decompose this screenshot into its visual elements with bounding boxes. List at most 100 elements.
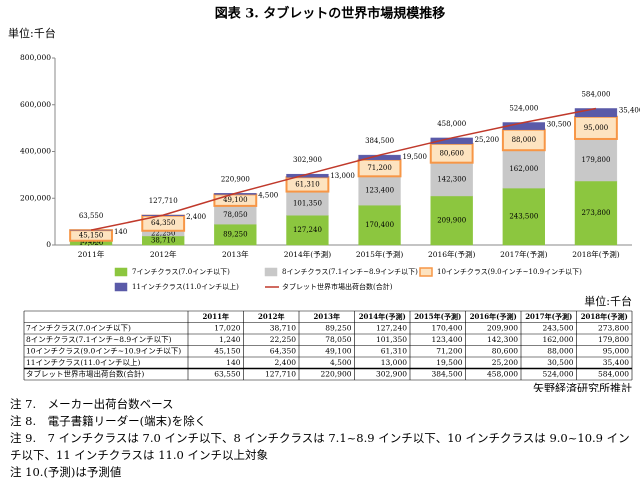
bar-segment <box>502 149 545 189</box>
table-cell: 123,400 <box>431 335 462 344</box>
x-tick-label: 2015年(予測) <box>356 249 404 259</box>
value-label: 4,500 <box>258 191 278 199</box>
total-label: 458,000 <box>437 120 466 128</box>
value-label: 45,150 <box>79 231 104 239</box>
table-cell: 64,350 <box>270 346 296 355</box>
table-cell: 2,400 <box>275 358 297 367</box>
table-cell: 61,310 <box>381 346 407 355</box>
bar-segment <box>430 195 473 246</box>
legend-swatch <box>419 267 433 277</box>
legend-swatch <box>264 267 278 277</box>
table-header: 2012年 <box>258 312 284 321</box>
note: 注 8. 電子書籍リーダー(端末)を除く <box>10 414 207 428</box>
legend-label: 7インチクラス(7.0インチ以下) <box>132 268 230 276</box>
value-label: 19,500 <box>402 153 427 161</box>
value-label: 273,800 <box>581 209 610 217</box>
table-cell: 17,020 <box>214 323 240 332</box>
x-tick-label: 2014年(予測) <box>284 249 332 259</box>
value-label: 13,000 <box>330 172 355 180</box>
value-label: 61,310 <box>295 180 320 188</box>
value-label: 101,350 <box>293 199 322 207</box>
value-label: 2,400 <box>186 213 206 221</box>
note: 注 10.(予測)は予測値 <box>10 465 122 479</box>
y-tick-label: 400,000 <box>20 147 51 156</box>
chart-title: 図表 3. タブレットの世界市場規模推移 <box>215 6 446 22</box>
total-label: 63,550 <box>79 212 104 220</box>
table-cell: 22,250 <box>270 335 296 344</box>
table-header: 2014年(予測) <box>359 312 406 321</box>
legend-label: 8インチクラス(7.1インチ~8.9インチ以下) <box>282 268 418 276</box>
bar-segment <box>574 180 618 246</box>
note: 注 9. 7 インチクラスは 7.0 インチ以下、8 インチクラスは 7.1~8… <box>10 431 630 462</box>
notes: 注 7. メーカー出荷台数ベース注 8. 電子書籍リーダー(端末)を除く注 9.… <box>10 396 630 481</box>
x-tick-label: 2017年(予測) <box>500 249 548 259</box>
bar-segment <box>574 138 618 182</box>
value-label: 170,400 <box>365 221 394 229</box>
value-label: 162,000 <box>509 165 538 173</box>
value-label: 123,400 <box>365 187 394 195</box>
x-tick-label: 2011年 <box>78 249 105 259</box>
y-tick-label: 0 <box>46 240 51 249</box>
table-cell: 45,150 <box>214 346 240 355</box>
table-cell: 95,000 <box>603 346 629 355</box>
legend-label: 10インチクラス(9.0インチ~10.9インチ以下) <box>437 268 582 276</box>
bar-segment <box>286 215 329 246</box>
table-cell: 101,350 <box>376 335 407 344</box>
table-row-label: 10インチクラス(9.0インチ~10.9インチ以下) <box>26 346 181 355</box>
table-cell: 63,550 <box>214 369 240 378</box>
value-label: 140 <box>114 228 127 236</box>
table-cell: 25,200 <box>492 358 518 367</box>
table-cell: 220,900 <box>320 369 351 378</box>
table-cell: 89,250 <box>325 323 351 332</box>
bar-segment <box>502 187 545 246</box>
table-row-label: 8インチクラス(7.1インチ~8.9インチ以下) <box>26 335 172 344</box>
y-tick-label: 600,000 <box>20 100 51 109</box>
value-label: 88,000 <box>512 136 537 144</box>
table-header: 2018年(予測) <box>581 312 628 321</box>
table-cell: 35,400 <box>603 358 629 367</box>
total-label: 302,900 <box>293 156 322 164</box>
table-row-label: タブレット世界市場出荷台数(合計) <box>26 368 144 378</box>
value-label: 38,710 <box>151 236 176 244</box>
legend-label: 11インチクラス(11.0インチ以上) <box>132 282 239 291</box>
x-tick-label: 2013年 <box>222 249 249 259</box>
total-label: 584,000 <box>581 90 610 98</box>
legend-swatch <box>114 282 128 292</box>
y-tick-label: 800,000 <box>20 53 51 62</box>
table-cell: 127,240 <box>376 323 407 332</box>
value-label: 80,600 <box>439 149 464 157</box>
value-label: 17,020 <box>79 239 104 247</box>
total-label: 384,500 <box>365 137 394 145</box>
value-label: 30,500 <box>547 121 572 129</box>
source: 矢野経済研究所推計 <box>533 381 632 392</box>
table-cell: 88,000 <box>547 346 573 355</box>
value-label: 25,200 <box>475 136 500 144</box>
table-cell: 170,400 <box>431 323 462 332</box>
x-tick-label: 2018年(予測) <box>572 249 620 259</box>
total-line <box>90 107 597 231</box>
value-label: 127,240 <box>293 226 322 234</box>
value-label: 179,800 <box>581 156 610 164</box>
chart: 図表 3. タブレットの世界市場規模推移 単位:千台 単位:千台 矢野経済研究所… <box>8 6 640 396</box>
y-tick-label: 200,000 <box>20 193 51 202</box>
table-cell: 30,500 <box>547 358 573 367</box>
table-cell: 80,600 <box>492 346 518 355</box>
table-cell: 273,800 <box>598 323 629 332</box>
table-header: 2011年 <box>203 312 229 321</box>
table-cell: 13,000 <box>381 358 407 367</box>
table-cell: 4,500 <box>330 358 352 367</box>
total-label: 220,900 <box>221 175 250 183</box>
x-tick-label: 2016年(予測) <box>428 249 476 259</box>
table-cell: 78,050 <box>325 335 351 344</box>
table-cell: 584,000 <box>598 369 629 378</box>
table-cell: 127,710 <box>265 369 296 378</box>
table-header: 2017年(予測) <box>525 312 572 321</box>
value-label: 89,250 <box>223 231 248 239</box>
value-label: 142,300 <box>437 175 466 183</box>
table-cell: 302,900 <box>376 369 407 378</box>
y-unit: 単位:千台 <box>8 26 56 40</box>
table-cell: 142,300 <box>487 335 518 344</box>
table-header: 2015年(予測) <box>414 312 461 321</box>
table-cell: 38,710 <box>270 323 296 332</box>
bar-segment <box>574 108 618 118</box>
